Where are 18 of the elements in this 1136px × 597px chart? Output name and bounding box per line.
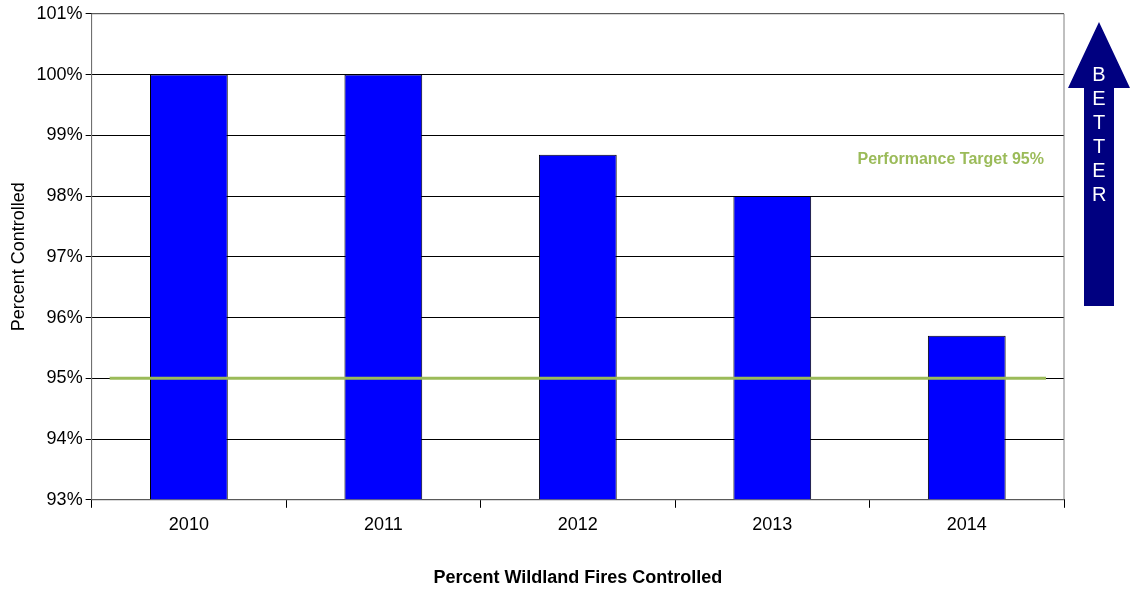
y-tick-label: 94% bbox=[46, 428, 83, 449]
text: BETTER bbox=[1092, 62, 1107, 206]
y-tick-label: 101% bbox=[36, 2, 83, 23]
y-tick-label: 95% bbox=[46, 367, 83, 388]
x-tick-label: 2011 bbox=[363, 513, 403, 534]
y-tick-label: 97% bbox=[46, 245, 83, 266]
y-tick-label: 93% bbox=[46, 488, 83, 509]
y-tick-label: 96% bbox=[46, 306, 83, 327]
x-tick-label: 2012 bbox=[557, 513, 598, 534]
x-tick-label: 2014 bbox=[946, 513, 987, 534]
ref-line-label: Performance Target 95% bbox=[857, 150, 1044, 168]
y-axis-title: Percent Controlled bbox=[7, 182, 28, 332]
x-tick-label: 2010 bbox=[168, 513, 209, 534]
x-tick-label: 2013 bbox=[752, 513, 793, 534]
y-tick-label: 99% bbox=[46, 124, 83, 145]
x-axis-title: Percent Wildland Fires Controlled bbox=[433, 567, 723, 588]
y-tick-label: 98% bbox=[46, 185, 83, 206]
y-tick-label: 100% bbox=[36, 63, 83, 84]
